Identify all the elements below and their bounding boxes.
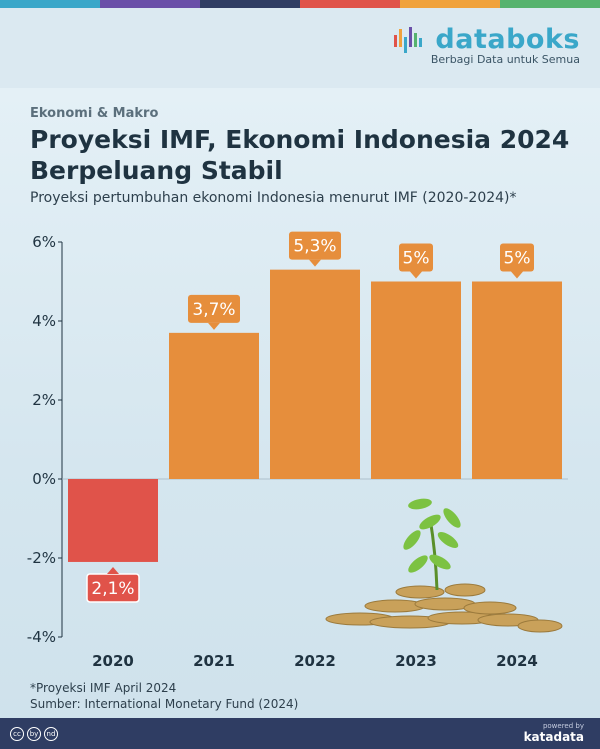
source-note: Sumber: International Monetary Fund (202… xyxy=(30,697,299,711)
bar-2022 xyxy=(270,269,360,479)
y-tick-label: 4% xyxy=(32,312,56,330)
bar-2024 xyxy=(472,281,562,479)
data-label: 5% xyxy=(403,249,430,269)
data-label: 5,3% xyxy=(293,237,336,257)
x-tick-label: 2024 xyxy=(496,652,538,670)
data-label-callout: 2,1% xyxy=(86,566,140,603)
chart-subtitle: Proyeksi pertumbuhan ekonomi Indonesia m… xyxy=(30,190,517,206)
x-tick-label: 2021 xyxy=(193,652,235,670)
by-license-icon: by xyxy=(27,727,41,741)
cc-license-icon: cc xyxy=(10,727,24,741)
x-tick-label: 2022 xyxy=(294,652,336,670)
y-tick-label: 0% xyxy=(32,470,56,488)
coin-stack xyxy=(325,583,563,633)
data-label-callout: 5% xyxy=(399,243,433,279)
plant-leaf xyxy=(419,514,441,530)
x-tick-label: 2020 xyxy=(92,652,134,670)
plant-leaf xyxy=(408,555,428,573)
page-title: Proyeksi IMF, Ekonomi Indonesia 2024 Ber… xyxy=(30,125,570,185)
plant-leaf xyxy=(429,554,451,570)
plant-leaf xyxy=(408,498,432,510)
footer-bar: cc by nd powered by katadata xyxy=(0,718,600,749)
category-kicker: Ekonomi & Makro xyxy=(30,106,159,121)
katadata-logo: katadata xyxy=(523,730,584,744)
logo-wordmark: databoks xyxy=(435,24,580,55)
data-label-callout: 5% xyxy=(500,243,534,279)
bar-2023 xyxy=(371,281,461,479)
bar-2020 xyxy=(68,479,158,562)
plant-stem xyxy=(428,517,439,591)
databoks-logo-icon xyxy=(394,26,423,53)
nd-license-icon: nd xyxy=(44,727,58,741)
footnote: *Proyeksi IMF April 2024 xyxy=(30,681,177,695)
data-label: 3,7% xyxy=(192,300,235,320)
databoks-logo: databoks Berbagi Data untuk Semua xyxy=(392,24,580,66)
bar-2021 xyxy=(169,332,259,479)
bar-chart: 6% 4% 2% 0% -2% -4% 2,1% 3,7% 5,3% 5% 5% 2020 2021… xyxy=(27,231,568,670)
y-tick-label: 2% xyxy=(32,391,56,409)
top-color-strip xyxy=(0,0,600,8)
plant-leaf xyxy=(443,508,461,528)
y-tick-label: -2% xyxy=(27,549,56,567)
data-label-callout: 5,3% xyxy=(289,231,341,267)
data-label: 2,1% xyxy=(91,579,134,599)
logo-tagline: Berbagi Data untuk Semua xyxy=(430,53,580,66)
powered-by: powered by katadata xyxy=(524,722,584,744)
powered-by-label: powered by xyxy=(542,722,584,730)
data-label: 5% xyxy=(504,249,531,269)
data-label-callout: 3,7% xyxy=(188,294,240,330)
plant-on-coins-icon xyxy=(325,498,563,633)
y-tick-label: -4% xyxy=(27,628,56,646)
y-tick-label: 6% xyxy=(32,233,56,251)
plant-leaf xyxy=(403,530,421,550)
plant-leaf xyxy=(437,531,459,549)
license-icons: cc by nd xyxy=(10,727,58,741)
x-tick-label: 2023 xyxy=(395,652,437,670)
